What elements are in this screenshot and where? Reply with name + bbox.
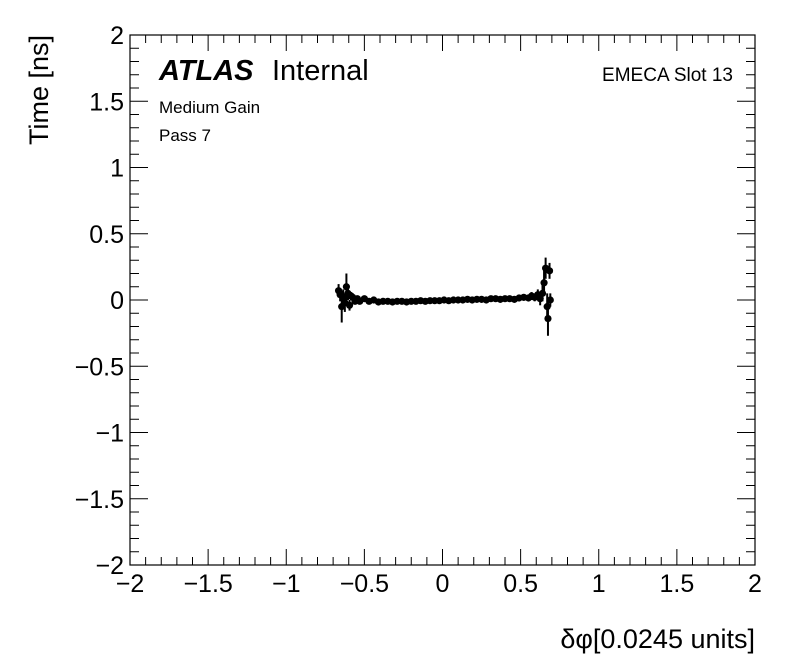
internal-label: Internal <box>272 55 369 87</box>
point-marker <box>546 296 554 304</box>
atlas-label: ATLAS <box>158 55 254 87</box>
point-marker <box>544 314 552 323</box>
slot-label: EMECA Slot 13 <box>602 65 733 86</box>
x-tick-label: −2 <box>116 570 145 598</box>
y-tick-label: 1 <box>110 155 124 183</box>
data-point <box>544 301 552 336</box>
point-marker <box>545 267 554 275</box>
point-marker <box>540 279 548 287</box>
x-tick-label: 2 <box>748 570 762 598</box>
y-axis-tick-labels: −2 −1.5 −1 −0.5 0 0.5 1 1.5 2 <box>75 22 124 580</box>
x-tick-label: −0.5 <box>340 570 389 598</box>
x-tick-label: 1 <box>592 570 606 598</box>
x-tick-label: −1 <box>272 570 301 598</box>
x-tick-label: 0 <box>436 570 450 598</box>
y-tick-label: −0.5 <box>75 353 124 381</box>
point-marker <box>345 301 354 309</box>
axis-ticks <box>129 34 756 566</box>
y-tick-label: 1.5 <box>89 88 124 116</box>
x-tick-label: −1.5 <box>183 570 232 598</box>
x-axis-tick-labels: −2 −1.5 −1 −0.5 0 0.5 1 1.5 2 <box>116 570 762 598</box>
y-tick-label: −2 <box>95 552 124 580</box>
y-tick-label: −1.5 <box>75 486 124 514</box>
gain-label: Medium Gain <box>159 98 260 117</box>
x-axis-title: δφ[0.0245 units] <box>560 624 755 654</box>
y-tick-label: −1 <box>95 420 124 448</box>
data-point <box>540 269 548 297</box>
data-point <box>546 293 554 307</box>
x-tick-label: 1.5 <box>659 570 694 598</box>
pass-label: Pass 7 <box>159 126 211 145</box>
data-point <box>345 300 354 311</box>
data-points <box>334 257 554 336</box>
y-axis-title: Time [ns] <box>24 35 54 145</box>
x-tick-label: 0.5 <box>503 570 538 598</box>
y-tick-label: 0.5 <box>89 221 124 249</box>
y-tick-label: 2 <box>110 22 124 50</box>
y-tick-label: 0 <box>110 287 124 315</box>
data-point <box>545 262 554 279</box>
